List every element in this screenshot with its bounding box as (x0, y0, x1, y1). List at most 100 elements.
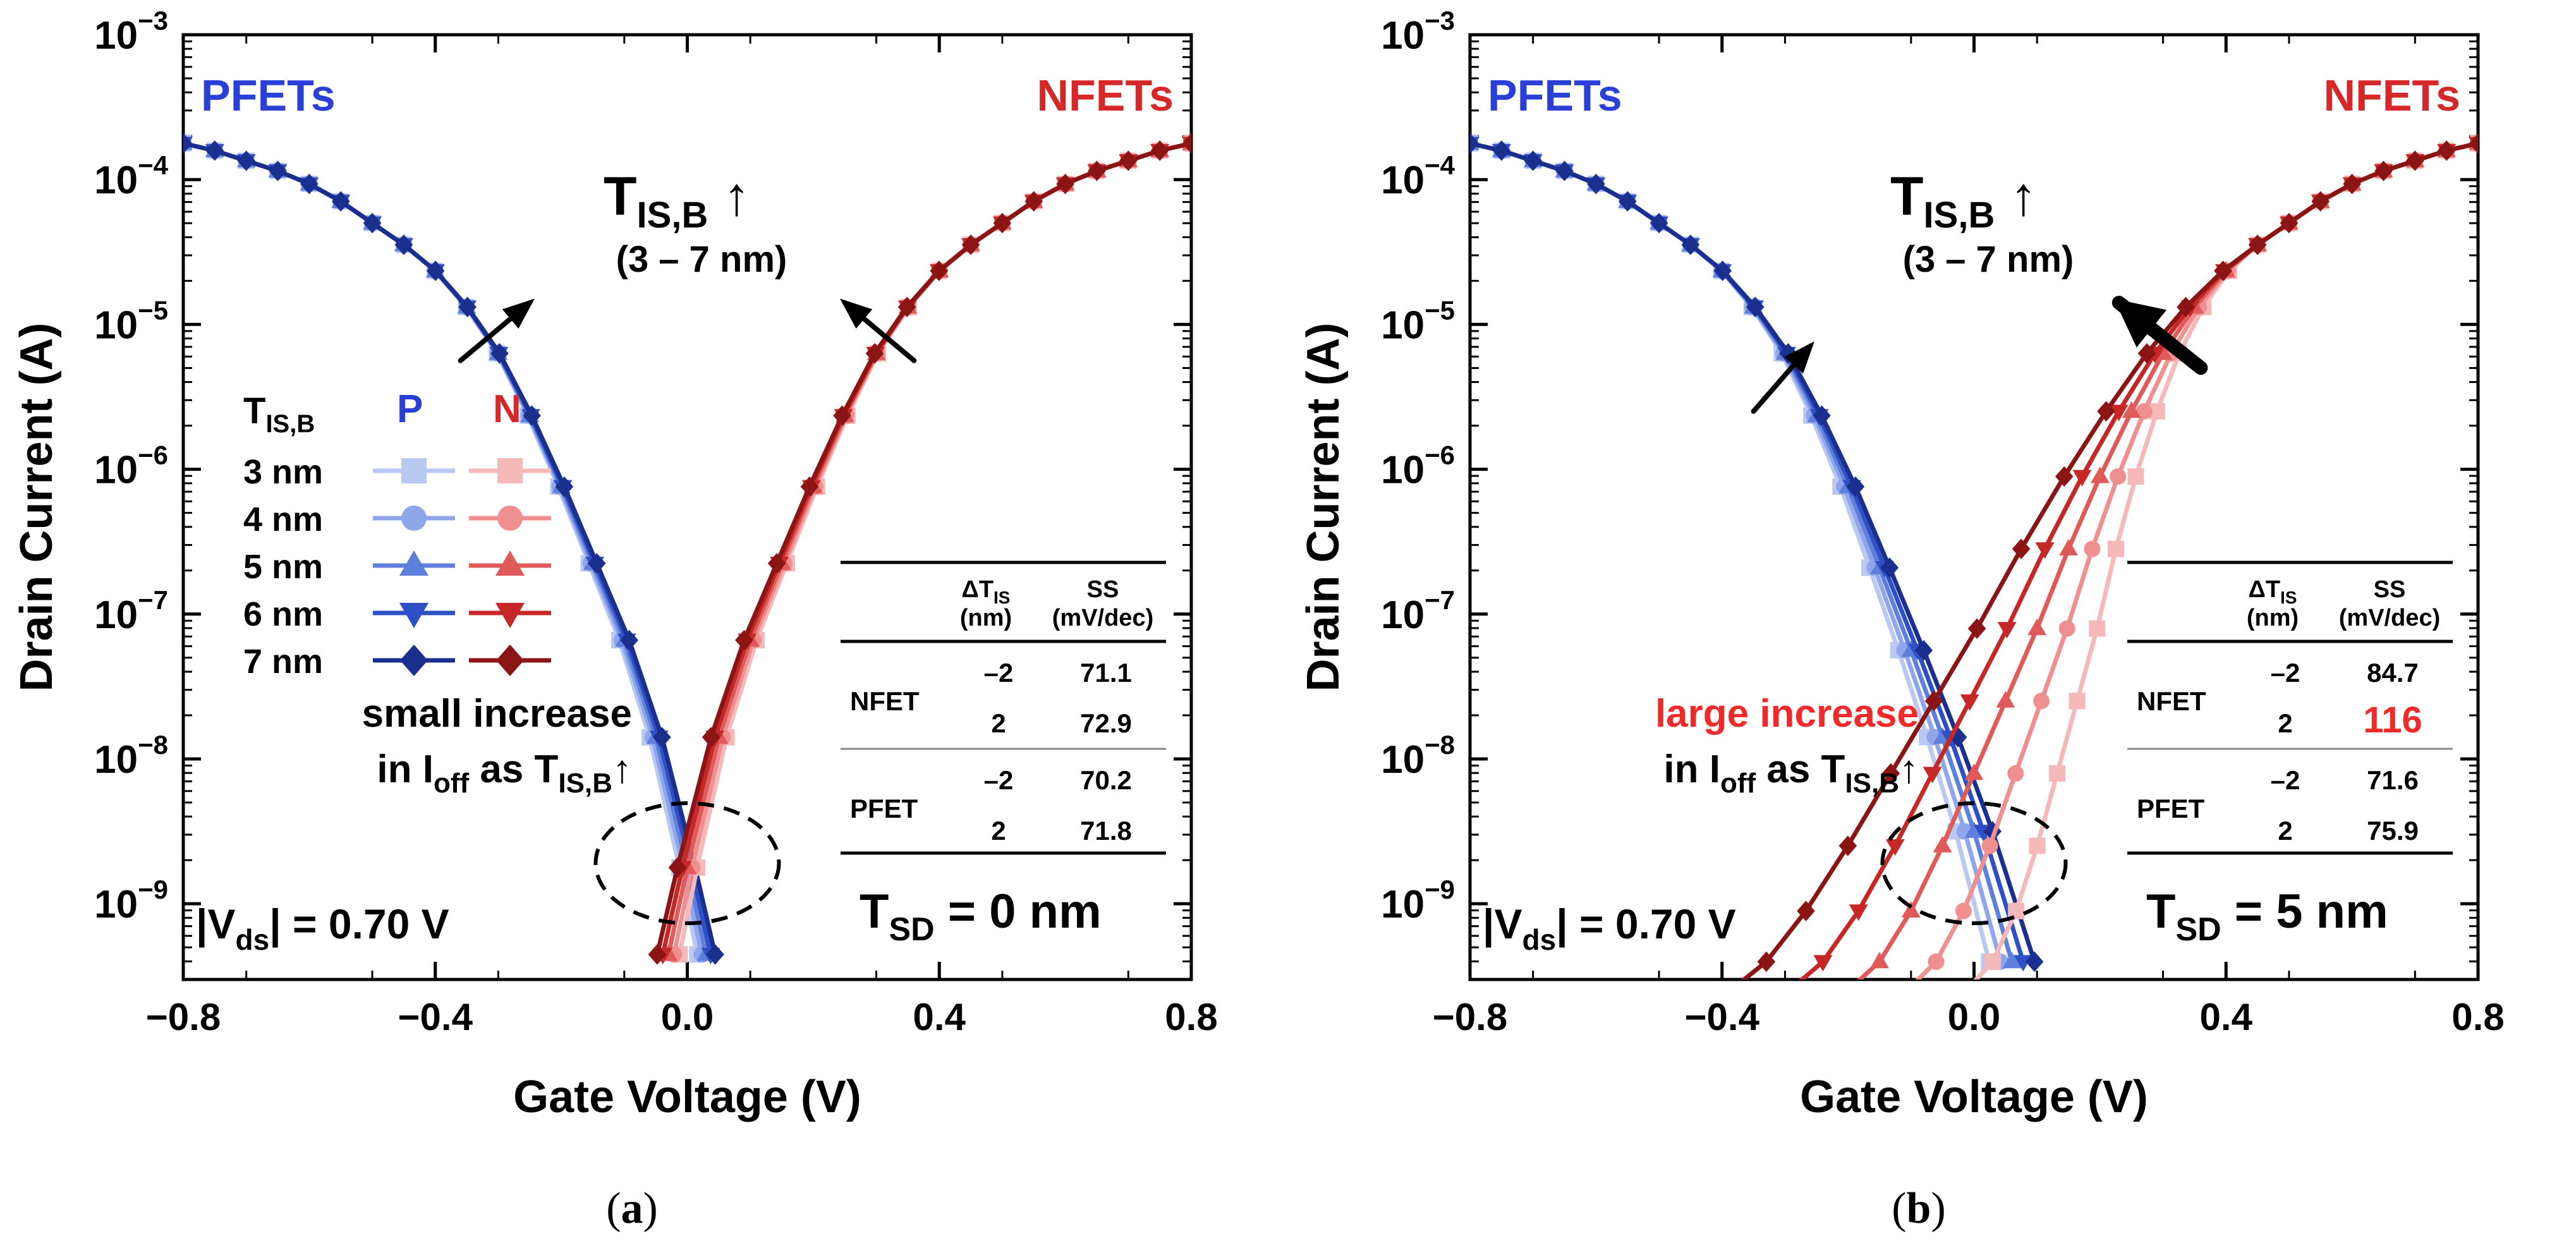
tisb-sub: IS,B (1924, 195, 1995, 236)
increase-line-1: small increase (362, 692, 632, 736)
nfet-marker-6nm (1849, 904, 1868, 921)
pfet-marker-7nm (1813, 405, 1831, 427)
x-axis-label: Gate Voltage (V) (1800, 1072, 2148, 1122)
tisb-arrow-head (2113, 298, 2167, 348)
nfet-marker-7nm (1924, 691, 1943, 712)
ioff-mid: as T (469, 748, 558, 791)
nfet-marker-7nm (702, 727, 720, 748)
y-tick-base: 10 (1381, 738, 1425, 782)
nfet-marker-6nm (1813, 955, 1833, 972)
nfet-marker-7nm (833, 405, 851, 427)
y-tick-exponent: −4 (138, 150, 169, 180)
vds-prefix: |V (1483, 900, 1522, 949)
pfet-marker-5nm (2002, 952, 2022, 969)
vds-sub: ds (1522, 923, 1557, 956)
ss-dt-cell: –2 (984, 765, 1014, 795)
y-tick-label: 10−9 (1381, 875, 1455, 926)
curves (183, 133, 1191, 965)
y-tick-exponent: −5 (138, 295, 168, 325)
y-tick-base: 10 (94, 14, 138, 58)
nfet-marker-7nm (1056, 173, 1074, 195)
nfet-marker-7nm (735, 629, 753, 651)
nfet-marker-3nm (2069, 693, 2086, 710)
legend-n: N (493, 387, 521, 431)
tisb-up-arrow: ↑ (1995, 166, 2037, 227)
vds-prefix: |V (196, 900, 236, 949)
y-axis-label: Drain Current (A) (11, 322, 62, 691)
panel-label-letter: b (1907, 1184, 1931, 1233)
x-tick-label: 0.0 (1948, 996, 2000, 1038)
pfet-marker-7nm (706, 944, 724, 965)
vds-value: | = 0.70 V (269, 900, 449, 949)
tisb-title: TIS,B ↑ (1890, 166, 2037, 236)
x-tick-label: −0.8 (146, 996, 221, 1038)
nfet-marker-3nm (2127, 468, 2144, 485)
nfet-marker-5nm (1996, 691, 2015, 708)
ioff-prefix: in I (1663, 748, 1720, 791)
legend-p-marker (401, 506, 427, 531)
y-tick-base: 10 (94, 449, 138, 492)
pfet-marker-7nm (237, 150, 255, 171)
tisb-title: TIS,B ↑ (604, 166, 750, 236)
y-tick-label: 10−8 (1381, 730, 1455, 782)
nfet-marker-7nm (1838, 835, 1857, 856)
legend-p-marker (399, 603, 428, 628)
y-tick-base: 10 (1381, 303, 1425, 347)
ioff-ellipse (593, 801, 781, 925)
x-axis-label: Gate Voltage (V) (513, 1072, 861, 1122)
nfets-label: NFETs (2324, 71, 2461, 120)
ss-value-cell: 71.6 (2367, 765, 2419, 795)
pfet-marker-7nm (394, 234, 413, 255)
nfet-marker-6nm (1997, 622, 2017, 639)
tsd-sub: SD (889, 911, 934, 948)
tisb-main: T (604, 166, 637, 227)
ioff-up-arrow: ↑ (1899, 748, 1919, 791)
nfet-marker-6nm (1885, 839, 1905, 856)
y-tick-label: 10−9 (94, 875, 168, 926)
legend-header-sub: IS,B (265, 410, 315, 438)
pfet-marker-7nm (555, 476, 574, 497)
y-tick-base: 10 (94, 593, 138, 637)
nfet-marker-4nm (2110, 468, 2127, 485)
y-tick-exponent: −6 (1425, 440, 1455, 470)
y-tick-exponent: −8 (138, 730, 168, 760)
nfet-marker-3nm (2049, 765, 2066, 782)
vds-label: |Vds| = 0.70 V (1483, 900, 1736, 956)
ss-dt-cell: –2 (984, 658, 1014, 688)
x-tick-label: 0.4 (913, 996, 966, 1038)
legend-header: TIS,B (243, 391, 315, 438)
ss-dt-cell: 2 (2278, 816, 2292, 846)
ss-value-cell: 116 (2363, 700, 2422, 741)
nfet-marker-7nm (2343, 173, 2361, 195)
nfet-marker-4nm (1928, 953, 1945, 970)
y-tick-exponent: −7 (138, 585, 168, 615)
nfet-marker-3nm (2089, 620, 2106, 637)
nfet-marker-7nm (2374, 161, 2393, 181)
nfet-marker-7nm (2055, 466, 2074, 487)
tsd-value: = 0 nm (935, 885, 1102, 938)
y-tick-label: 10−6 (1381, 440, 1455, 492)
pfet-marker-7nm (1524, 150, 1542, 171)
ss-col1-unit: (nm) (960, 605, 1012, 631)
y-tick-exponent: −3 (1425, 6, 1455, 35)
nfet-marker-5nm (2059, 539, 2078, 556)
y-tick-base: 10 (1381, 14, 1425, 58)
ss-col2-unit: (mV/dec) (1052, 605, 1153, 631)
nfet-marker-7nm (961, 234, 980, 255)
pfet-marker-7nm (458, 296, 477, 318)
y-tick-label: 10−4 (94, 150, 168, 202)
vds-sub: ds (236, 923, 270, 956)
legend-entry-label: 4 nm (243, 500, 323, 538)
pfets-label: PFETs (1488, 71, 1622, 120)
tisb-arrow-head (1783, 341, 1814, 374)
x-tick-label: 0.0 (661, 996, 714, 1038)
ss-dt-cell: 2 (991, 816, 1005, 846)
tsd-main: T (2146, 885, 2175, 938)
ioff-up-arrow: ↑ (612, 748, 632, 791)
x-tick-label: 0.8 (1165, 996, 1217, 1038)
pfet-marker-7nm (587, 553, 606, 574)
nfet-marker-5nm (2027, 619, 2047, 636)
nfet-marker-3nm (1984, 953, 2002, 970)
ioff-sub: off (1720, 768, 1756, 799)
